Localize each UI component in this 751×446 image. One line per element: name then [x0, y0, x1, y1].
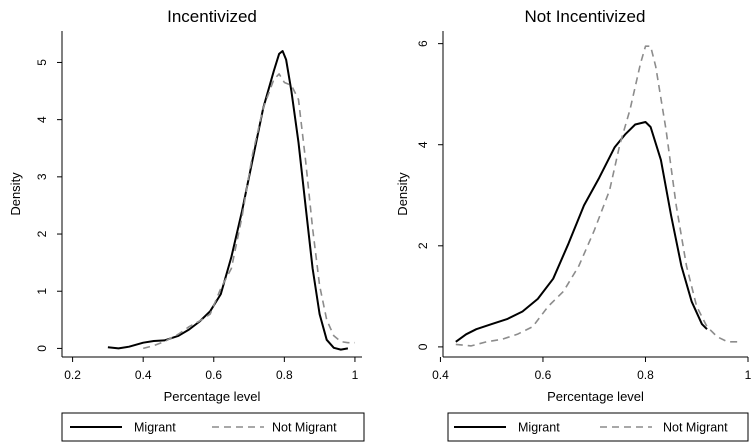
x-tick-label: 0.8 — [276, 368, 293, 382]
series-line-not-migrant — [455, 45, 738, 347]
legend-box — [61, 412, 365, 442]
y-tick-label: 0 — [35, 345, 49, 352]
y-axis-label: Density — [8, 172, 23, 216]
y-tick-label: 1 — [35, 288, 49, 295]
y-axis-label: Density — [395, 172, 410, 216]
x-axis-label: Percentage level — [547, 389, 644, 404]
x-tick-label: 0.8 — [637, 368, 654, 382]
y-tick-label: 4 — [416, 141, 430, 148]
series-line-migrant — [107, 50, 349, 351]
x-tick-label: 0.4 — [432, 368, 449, 382]
panel-incentivized: Incentivized 0 1 2 3 4 5 0.2 0.4 0.6 0.8 1 Percentag… — [8, 7, 365, 442]
legend-label: Not Migrant — [663, 420, 728, 434]
legend-box — [447, 412, 749, 442]
y-tick-label: 5 — [35, 59, 49, 66]
y-tick-label: 6 — [416, 40, 430, 47]
x-tick-label: 1 — [745, 368, 751, 382]
legend-label: Migrant — [518, 420, 560, 434]
panel-title: Incentivized — [167, 7, 257, 26]
y-tick-label: 4 — [35, 116, 49, 123]
y-tick-label: 2 — [416, 242, 430, 249]
y-tick-label: 2 — [35, 230, 49, 237]
panel-title: Not Incentivized — [525, 7, 646, 26]
y-tick-label: 3 — [35, 173, 49, 180]
panel-not-incentivized: Not Incentivized 0 2 4 6 0.4 0.6 0.8 1 Percentage… — [395, 7, 751, 442]
x-axis-label: Percentage level — [164, 389, 261, 404]
x-tick-label: 0.2 — [64, 368, 81, 382]
x-tick-label: 0.4 — [135, 368, 152, 382]
y-tick-label: 0 — [416, 343, 430, 350]
legend-label: Migrant — [134, 420, 176, 434]
series-line-migrant — [455, 121, 708, 343]
x-tick-label: 1 — [352, 368, 359, 382]
legend-label: Not Migrant — [272, 420, 337, 434]
x-tick-label: 0.6 — [535, 368, 552, 382]
x-tick-label: 0.6 — [205, 368, 222, 382]
series-line-not-migrant — [142, 73, 355, 350]
